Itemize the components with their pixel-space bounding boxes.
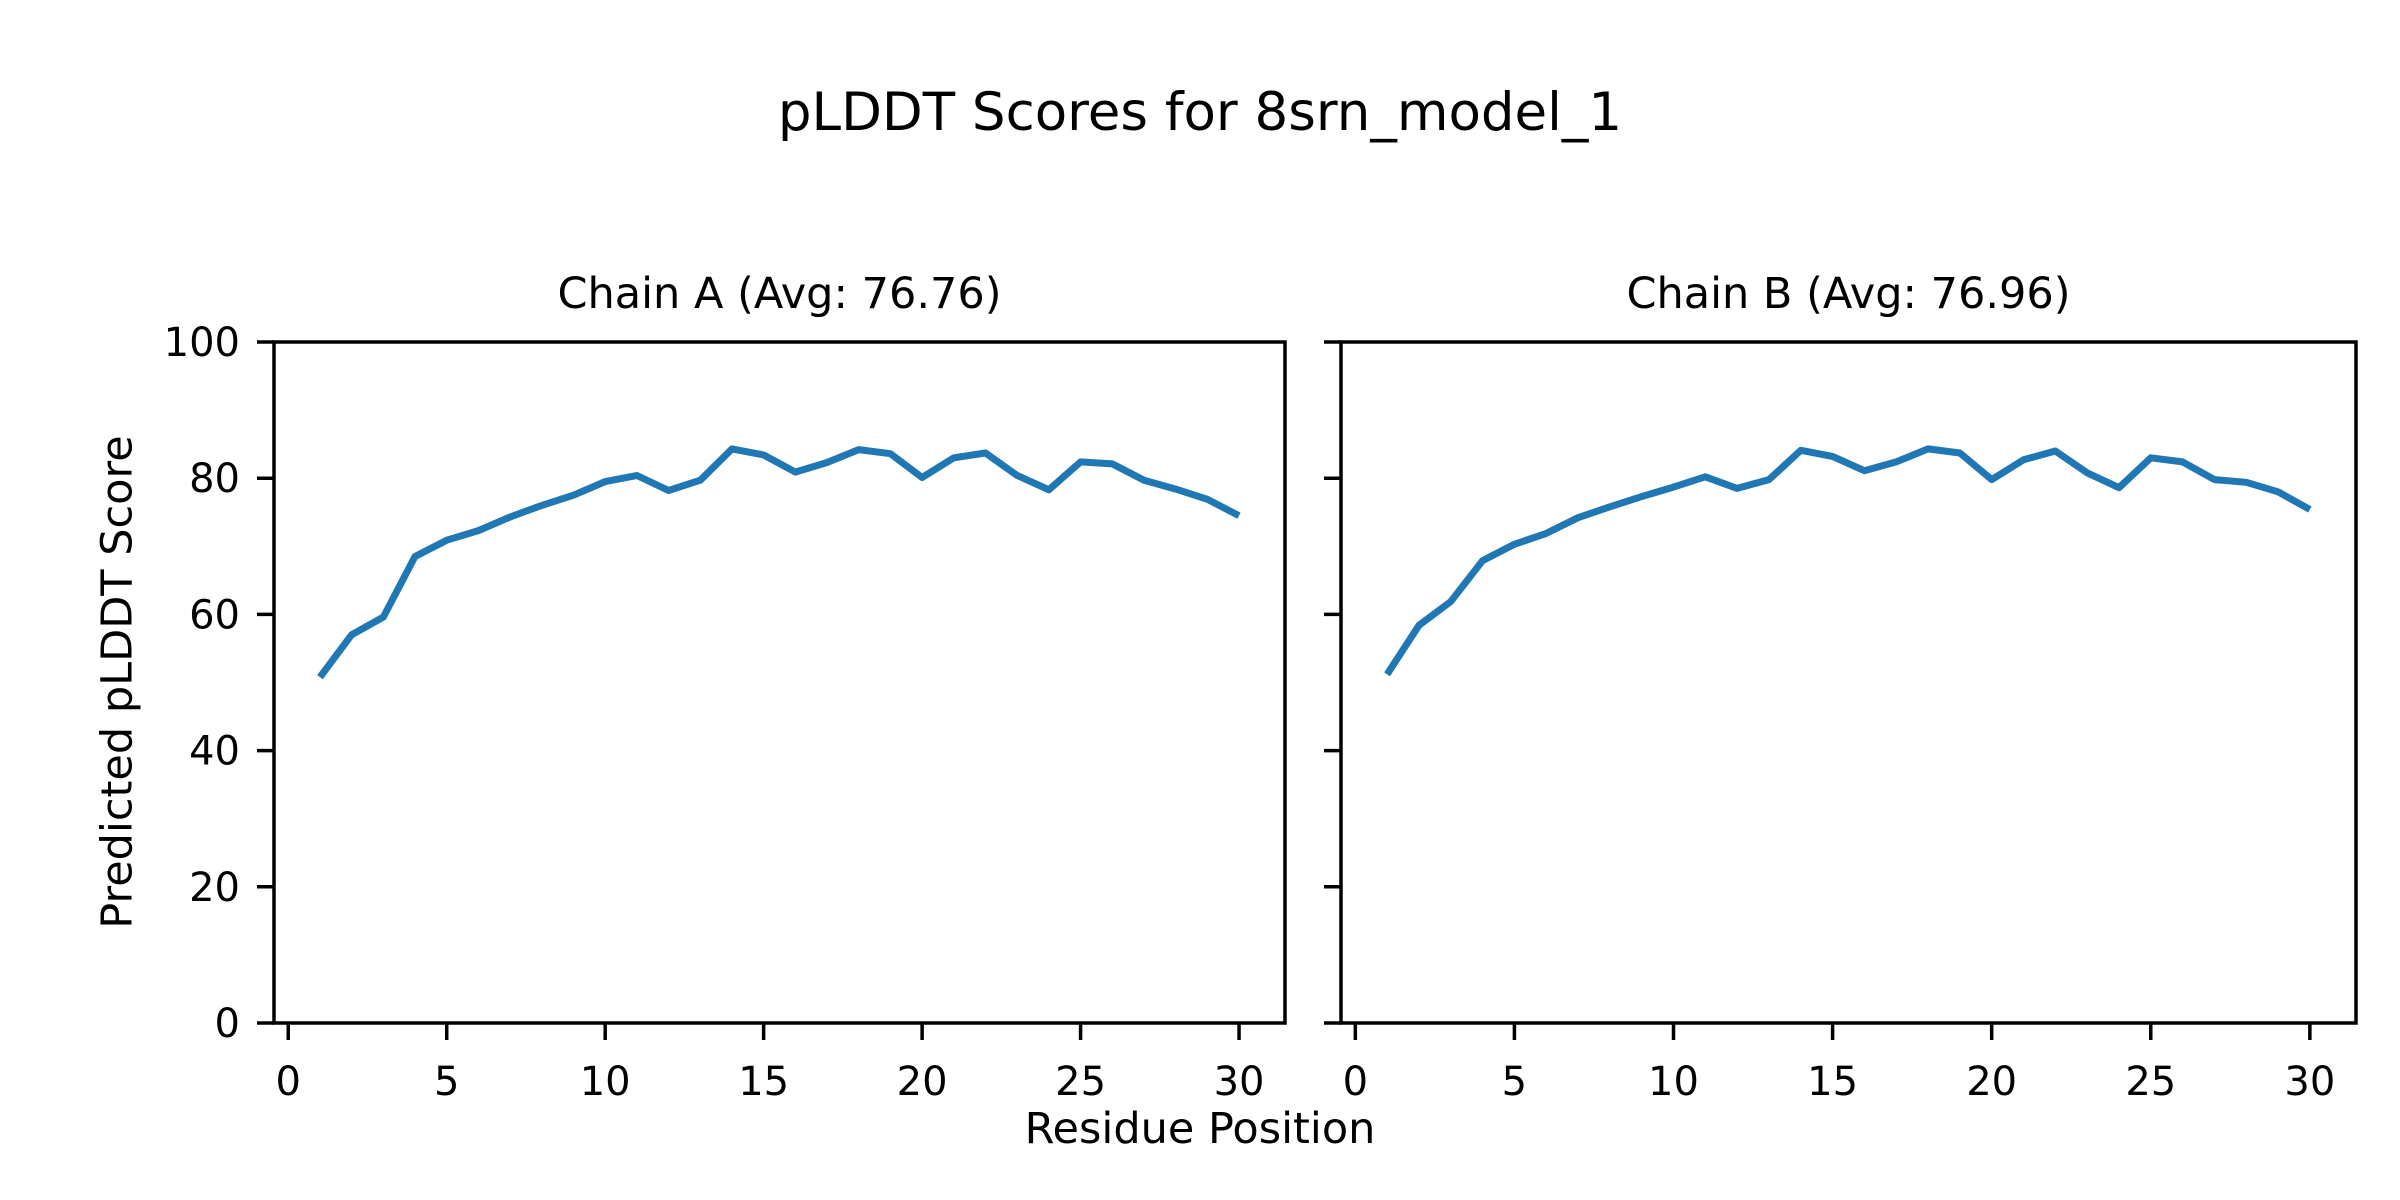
x-tick-label-chain-a: 10 [580, 1059, 631, 1105]
x-tick-label-chain-a: 15 [738, 1059, 789, 1105]
x-tick-label-chain-b: 5 [1502, 1059, 1527, 1105]
x-tick-label-chain-b: 30 [2284, 1059, 2335, 1105]
axes-frame-chain-a [272, 340, 1287, 1025]
x-tick-label-chain-a: 20 [897, 1059, 948, 1105]
y-tick-label-chain-a: 20 [189, 865, 240, 911]
y-tick-label-chain-a: 40 [189, 729, 240, 775]
x-tick-label-chain-b: 25 [2125, 1059, 2176, 1105]
subplot-title-chain-a: Chain A (Avg: 76.76) [557, 269, 1002, 319]
figure-title: pLDDT Scores for 8srn_model_1 [777, 82, 1623, 143]
x-tick-label-chain-b: 20 [1966, 1059, 2017, 1105]
x-tick-label-chain-b: 10 [1648, 1059, 1699, 1105]
x-tick-label-chain-a: 5 [434, 1059, 459, 1105]
x-tick-label-chain-b: 15 [1807, 1059, 1858, 1105]
axes-frame-chain-b [1339, 340, 2358, 1025]
x-tick-label-chain-a: 30 [1214, 1059, 1265, 1105]
y-axis-label: Predicted pLDDT Score [92, 435, 143, 929]
x-tick-label-chain-a: 0 [276, 1059, 301, 1105]
x-axis-label: Residue Position [1024, 1104, 1376, 1154]
x-tick-label-chain-b: 0 [1343, 1059, 1368, 1105]
plddt-line-chain-a [317, 445, 1241, 680]
y-tick-label-chain-a: 80 [189, 456, 240, 502]
x-tick-label-chain-a: 25 [1055, 1059, 1106, 1105]
plddt-line-chain-b [1384, 445, 2312, 677]
y-tick-label-chain-a: 0 [215, 1001, 240, 1047]
y-tick-label-chain-a: 60 [189, 592, 240, 638]
y-tick-label-chain-a: 100 [164, 320, 240, 366]
subplot-title-chain-b: Chain B (Avg: 76.96) [1626, 269, 2071, 319]
